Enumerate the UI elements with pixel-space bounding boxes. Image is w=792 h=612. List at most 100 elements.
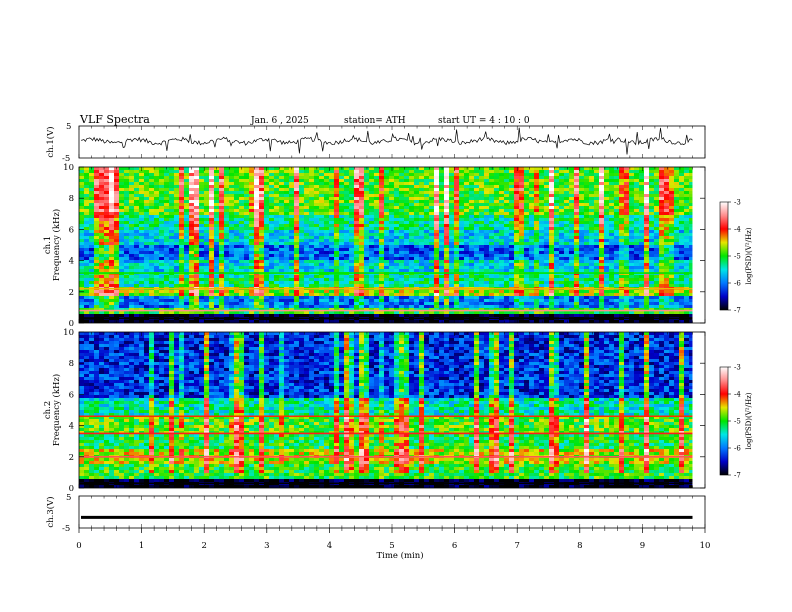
- spectrogram-cell: [79, 191, 85, 195]
- spectrogram-cell: [334, 203, 340, 207]
- spectrogram-cell: [279, 197, 285, 201]
- spectrogram-cell: [254, 233, 260, 237]
- spectrogram-cell: [89, 260, 95, 264]
- spectrogram-cell: [104, 200, 110, 204]
- spectrogram-cell: [534, 188, 540, 192]
- spectrogram-cell: [364, 191, 370, 195]
- spectrogram-cell: [324, 173, 330, 177]
- spectrogram-cell: [369, 311, 375, 315]
- spectrogram-cell: [454, 308, 460, 312]
- spectrogram-cell: [419, 194, 425, 198]
- spectrogram-cell: [219, 194, 225, 198]
- spectrogram-cell: [234, 275, 240, 279]
- spectrogram-cell: [199, 275, 205, 279]
- spectrogram-cell: [204, 284, 210, 288]
- spectrogram-cell: [384, 311, 390, 315]
- spectrogram-cell: [289, 188, 295, 192]
- spectrogram-cell: [269, 266, 275, 270]
- spectrogram-cell: [229, 311, 235, 315]
- spectrogram-cell: [404, 194, 410, 198]
- spectrogram-cell: [164, 314, 170, 318]
- spectrogram-cell: [404, 179, 410, 183]
- spectrogram-cell: [159, 293, 165, 297]
- spectrogram-cell: [234, 200, 240, 204]
- spectrogram-cell: [194, 278, 200, 282]
- spectrogram-cell: [504, 197, 510, 201]
- spectrogram-cell: [209, 233, 215, 237]
- spectrogram-cell: [214, 182, 220, 186]
- spectrogram-cell: [459, 320, 465, 323]
- spectrogram-cell: [459, 224, 465, 228]
- spectrogram-cell: [169, 236, 175, 240]
- spectrogram-cell: [174, 185, 180, 189]
- spectrogram-cell: [224, 170, 230, 174]
- spectrogram-cell: [339, 269, 345, 273]
- spectrogram-cell: [104, 191, 110, 195]
- spectrogram-cell: [524, 308, 530, 312]
- spectrogram-cell: [249, 269, 255, 273]
- spectrogram-cell: [469, 314, 475, 318]
- spectrogram-cell: [539, 185, 545, 189]
- spectrogram-cell: [329, 215, 335, 219]
- spectrogram-cell: [539, 218, 545, 222]
- spectrogram-cell: [269, 245, 275, 249]
- spectrogram-cell: [359, 191, 365, 195]
- spectrogram-cell: [349, 245, 355, 249]
- spectrogram-cell: [114, 278, 120, 282]
- spectrogram-cell: [489, 248, 495, 252]
- spectrogram-cell: [479, 299, 485, 303]
- spectrogram-cell: [244, 239, 250, 243]
- spectrogram-cell: [239, 296, 245, 300]
- spectrogram-cell: [374, 230, 380, 234]
- spectrogram-cell: [254, 275, 260, 279]
- spectrogram-cell: [194, 191, 200, 195]
- spectrogram-cell: [404, 176, 410, 180]
- spectrogram-cell: [219, 212, 225, 216]
- spectrogram-cell: [129, 209, 135, 213]
- spectrogram-cell: [429, 194, 435, 198]
- spectrogram-cell: [89, 266, 95, 270]
- spectrogram-cell: [479, 275, 485, 279]
- spectrogram-cell: [439, 218, 445, 222]
- spectrogram-cell: [274, 251, 280, 255]
- spectrogram-cell: [204, 269, 210, 273]
- spectrogram-cell: [364, 236, 370, 240]
- spectrogram-cell: [129, 215, 135, 219]
- spectrogram-cell: [489, 278, 495, 282]
- spectrogram-cell: [294, 269, 300, 273]
- spectrogram-cell: [389, 224, 395, 228]
- spectrogram-cell: [299, 281, 305, 285]
- spectrogram-cell: [109, 236, 115, 240]
- spectrogram-cell: [229, 215, 235, 219]
- spectrogram-cell: [234, 167, 240, 171]
- spectrogram-cell: [534, 170, 540, 174]
- spectrogram-cell: [464, 245, 470, 249]
- spectrogram-cell: [254, 239, 260, 243]
- spectrogram-cell: [194, 275, 200, 279]
- spectrogram-cell: [399, 236, 405, 240]
- spectrogram-cell: [489, 203, 495, 207]
- spectrogram-cell: [109, 311, 115, 315]
- spectrogram-cell: [434, 206, 440, 210]
- spectrogram-cell: [319, 236, 325, 240]
- spectrogram-cell: [254, 263, 260, 267]
- spectrogram-cell: [249, 170, 255, 174]
- spectrogram-cell: [519, 176, 525, 180]
- spectrogram-cell: [144, 263, 150, 267]
- spectrogram-cell: [104, 284, 110, 288]
- spectrogram-cell: [394, 257, 400, 261]
- spectrogram-cell: [469, 227, 475, 231]
- spectrogram-cell: [534, 224, 540, 228]
- spectrogram-cell: [489, 170, 495, 174]
- spectrogram-cell: [324, 215, 330, 219]
- spectrogram-cell: [539, 275, 545, 279]
- spectrogram-cell: [359, 200, 365, 204]
- spectrogram-cell: [354, 182, 360, 186]
- spectrogram-cell: [454, 305, 460, 309]
- spectrogram-cell: [329, 173, 335, 177]
- spectrogram-cell: [489, 182, 495, 186]
- spectrogram-cell: [359, 242, 365, 246]
- spectrogram-cell: [189, 254, 195, 258]
- spectrogram-cell: [334, 173, 340, 177]
- spectrogram-cell: [119, 227, 125, 231]
